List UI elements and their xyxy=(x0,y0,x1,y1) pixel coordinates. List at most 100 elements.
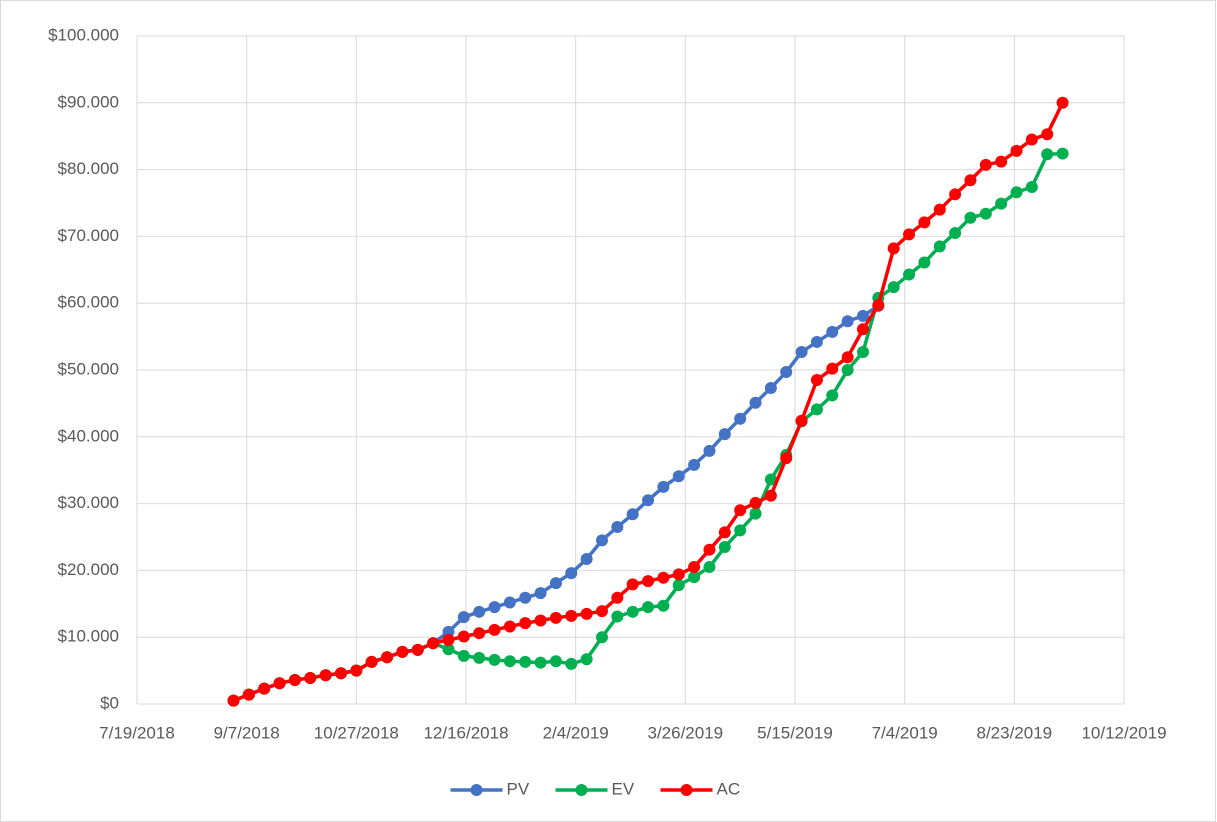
data-point xyxy=(995,197,1008,210)
data-point xyxy=(304,671,317,684)
x-tick-label: 7/19/2018 xyxy=(99,723,175,742)
data-point xyxy=(734,524,747,537)
data-point xyxy=(887,281,900,294)
data-point xyxy=(841,315,854,328)
data-point xyxy=(964,211,977,224)
y-tick-label: $80.000 xyxy=(58,159,119,178)
data-point xyxy=(734,504,747,517)
x-tick-label: 9/7/2018 xyxy=(214,723,280,742)
data-point xyxy=(964,174,977,187)
x-tick-label: 7/4/2019 xyxy=(872,723,938,742)
data-point xyxy=(734,412,747,425)
x-tick-label: 2/4/2019 xyxy=(543,723,609,742)
data-point xyxy=(688,458,701,471)
data-point xyxy=(703,543,716,556)
data-point xyxy=(595,534,608,547)
data-point xyxy=(657,599,670,612)
data-point xyxy=(780,452,793,465)
data-point xyxy=(457,649,470,662)
y-tick-label: $40.000 xyxy=(58,426,119,445)
data-point xyxy=(365,655,378,668)
data-point xyxy=(473,627,486,640)
data-point xyxy=(227,694,240,707)
y-tick-label: $90.000 xyxy=(58,92,119,111)
y-tick-label: $0 xyxy=(100,693,119,712)
x-tick-label: 8/23/2019 xyxy=(977,723,1053,742)
data-point xyxy=(565,567,578,580)
x-tick-label: 10/27/2018 xyxy=(314,723,399,742)
data-point xyxy=(764,382,777,395)
data-point xyxy=(334,667,347,680)
data-point xyxy=(488,653,501,666)
legend-label: PV xyxy=(507,779,530,798)
x-tick-label: 12/16/2018 xyxy=(423,723,508,742)
data-point xyxy=(703,561,716,574)
data-point xyxy=(810,374,823,387)
data-point xyxy=(626,578,639,591)
data-point xyxy=(749,507,762,520)
data-point xyxy=(519,617,532,630)
data-point xyxy=(580,607,593,620)
data-point xyxy=(1025,180,1038,193)
data-point xyxy=(979,158,992,171)
y-tick-label: $10.000 xyxy=(58,627,119,646)
data-point xyxy=(258,682,271,695)
data-point xyxy=(856,345,869,358)
data-point xyxy=(780,366,793,379)
data-point xyxy=(1056,147,1069,160)
data-point xyxy=(611,520,624,533)
data-point xyxy=(503,620,516,633)
data-point xyxy=(826,362,839,375)
data-point xyxy=(350,664,363,677)
data-point xyxy=(1025,133,1038,146)
data-point xyxy=(718,541,731,554)
data-point xyxy=(626,508,639,521)
data-point xyxy=(903,268,916,281)
data-point xyxy=(1041,128,1054,141)
data-point xyxy=(749,496,762,509)
data-point xyxy=(657,571,670,584)
data-point xyxy=(503,596,516,609)
data-point xyxy=(580,653,593,666)
data-point xyxy=(396,645,409,658)
data-point xyxy=(611,610,624,623)
data-point xyxy=(979,207,992,220)
data-point xyxy=(565,657,578,670)
data-point xyxy=(488,601,501,614)
data-point xyxy=(764,473,777,486)
data-point xyxy=(887,242,900,255)
data-point xyxy=(657,480,670,493)
data-point xyxy=(626,605,639,618)
data-point xyxy=(473,651,486,664)
data-point xyxy=(764,489,777,502)
data-point xyxy=(1010,144,1023,157)
y-tick-label: $60.000 xyxy=(58,293,119,312)
data-point xyxy=(841,364,854,376)
legend-label: EV xyxy=(612,779,635,798)
data-point xyxy=(1056,96,1069,109)
data-point xyxy=(810,335,823,348)
data-point xyxy=(1041,148,1054,161)
y-tick-label: $30.000 xyxy=(58,493,119,512)
data-point xyxy=(856,309,869,322)
data-point xyxy=(795,414,808,427)
data-point xyxy=(473,605,486,618)
data-point xyxy=(672,568,685,581)
legend-marker xyxy=(575,784,588,796)
data-point xyxy=(273,677,286,690)
data-point xyxy=(534,614,547,627)
data-point xyxy=(519,591,532,604)
x-tick-label: 10/12/2019 xyxy=(1081,723,1166,742)
data-point xyxy=(949,188,962,201)
data-point xyxy=(534,656,547,669)
data-point xyxy=(672,470,685,483)
y-tick-label: $50.000 xyxy=(58,359,119,378)
data-point xyxy=(949,227,962,240)
data-point xyxy=(1010,186,1023,199)
y-tick-label: $70.000 xyxy=(58,226,119,245)
data-point xyxy=(595,631,608,644)
data-point xyxy=(534,587,547,600)
data-point xyxy=(381,651,394,664)
data-point xyxy=(457,630,470,643)
